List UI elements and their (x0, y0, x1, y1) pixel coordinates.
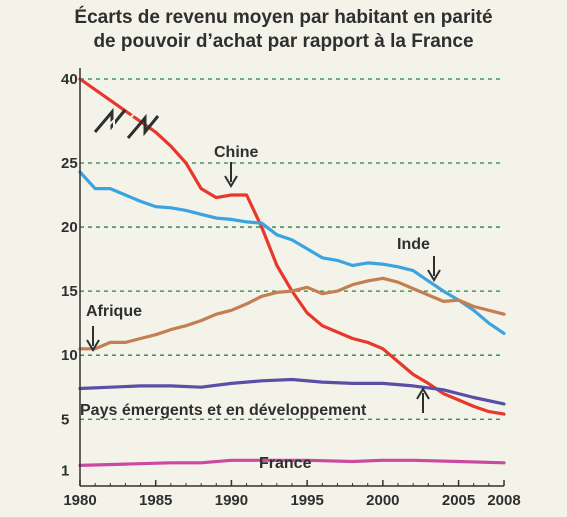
y-tick-label: 1 (61, 463, 69, 480)
series-line-inde (78, 170, 506, 335)
x-tick-label: 1980 (63, 492, 96, 509)
y-tick-label: 40 (61, 71, 78, 88)
label-afrique: Afrique (86, 303, 142, 320)
x-tick-label: 1990 (215, 492, 248, 509)
arrow-up-icon (416, 387, 430, 413)
y-tick-label: 25 (61, 155, 78, 172)
y-tick-labels: 40 25 20 15 10 5 1 (61, 71, 78, 480)
series-line-france (78, 458, 506, 467)
x-tick-label: 2008 (487, 492, 520, 509)
arrow-down-icon (427, 256, 441, 282)
y-tick-label: 10 (61, 347, 78, 364)
x-tick-label: 2005 (442, 492, 475, 509)
series-lines (78, 77, 506, 467)
y-tick-label: 5 (61, 411, 69, 428)
label-france: France (259, 455, 312, 472)
chart-title-line-1: Écarts de revenu moyen par habitant en p… (74, 7, 493, 28)
arrow-down-icon (224, 162, 238, 188)
axis-break-symbol (93, 101, 160, 139)
label-pays-emergents: Pays émergents et en développement (80, 402, 367, 419)
series-line-afrique (78, 276, 506, 351)
x-tick-label: 1995 (290, 492, 323, 509)
label-inde: Inde (397, 236, 430, 253)
x-tick-labels: 1980 1985 1990 1995 2000 2005 2008 (63, 492, 520, 509)
chart-title: Écarts de revenu moyen par habitant en p… (0, 6, 567, 54)
y-tick-label: 20 (61, 219, 78, 236)
x-tick-label: 2000 (366, 492, 399, 509)
arrow-down-icon (86, 326, 100, 352)
annotations: Chine Inde Afrique Pays émergents et en … (80, 144, 441, 472)
series-line-pays-emergents-et-en-developpement (78, 377, 506, 406)
chart-title-line-2: de pouvoir d’achat par rapport à la Fran… (93, 31, 474, 52)
y-tick-label: 15 (61, 283, 78, 300)
label-chine: Chine (214, 144, 259, 161)
axes (79, 68, 505, 487)
x-tick-label: 1985 (139, 492, 172, 509)
series-line-chine (78, 77, 506, 416)
